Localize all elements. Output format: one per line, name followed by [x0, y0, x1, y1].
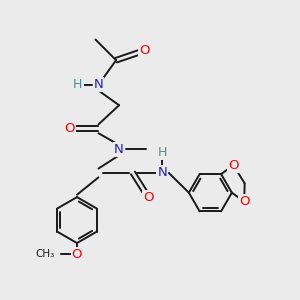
Text: H: H — [73, 78, 83, 91]
Text: N: N — [158, 167, 167, 179]
Text: O: O — [228, 159, 239, 172]
Text: N: N — [114, 143, 124, 156]
Text: H: H — [158, 146, 167, 159]
Text: O: O — [140, 44, 150, 57]
Text: N: N — [94, 78, 103, 91]
Text: O: O — [72, 248, 82, 261]
Text: O: O — [143, 191, 154, 204]
Text: O: O — [65, 122, 75, 135]
Text: O: O — [239, 195, 250, 208]
Text: CH₃: CH₃ — [35, 249, 54, 259]
